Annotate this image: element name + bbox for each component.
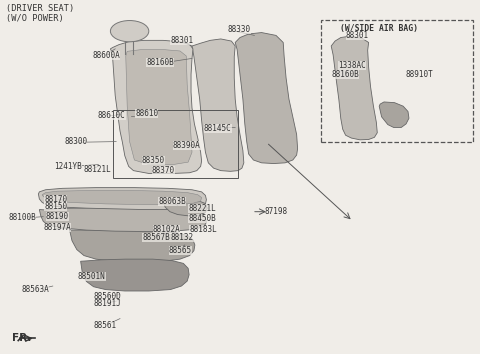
Bar: [113, 110, 238, 178]
Polygon shape: [39, 208, 206, 232]
Text: 88567B: 88567B: [142, 233, 170, 242]
Polygon shape: [70, 230, 195, 262]
Text: 88063B: 88063B: [158, 196, 186, 206]
Text: 88150: 88150: [44, 202, 67, 211]
Text: 87198: 87198: [265, 207, 288, 216]
Text: 88610: 88610: [135, 109, 158, 119]
Text: 88132: 88132: [170, 233, 193, 242]
Bar: [321, 20, 473, 142]
Text: 88160B: 88160B: [146, 58, 174, 67]
Text: 88300: 88300: [64, 137, 87, 146]
Text: 88600A: 88600A: [92, 51, 120, 60]
Polygon shape: [81, 259, 189, 291]
Text: 88100B: 88100B: [9, 213, 36, 222]
Text: 88370: 88370: [152, 166, 175, 175]
Text: 88121L: 88121L: [84, 165, 111, 175]
Text: 88390A: 88390A: [173, 141, 201, 150]
Text: 88145C: 88145C: [204, 124, 232, 133]
Text: 88450B: 88450B: [188, 213, 216, 223]
Text: 88563A: 88563A: [21, 285, 49, 295]
Polygon shape: [110, 40, 202, 173]
Text: 88301: 88301: [346, 31, 369, 40]
Text: 1338AC: 1338AC: [338, 61, 366, 70]
Polygon shape: [379, 102, 409, 127]
Text: (W/O POWER): (W/O POWER): [6, 14, 63, 23]
Text: 1241YB: 1241YB: [54, 162, 82, 171]
Text: 88910T: 88910T: [405, 70, 433, 79]
Text: 88565: 88565: [169, 246, 192, 255]
Text: 88190: 88190: [46, 212, 69, 221]
Text: 88350: 88350: [142, 156, 165, 165]
Text: 88191J: 88191J: [93, 299, 121, 308]
Polygon shape: [126, 50, 192, 165]
Text: (DRIVER SEAT): (DRIVER SEAT): [6, 4, 74, 12]
Polygon shape: [235, 33, 298, 164]
Polygon shape: [331, 36, 377, 140]
Polygon shape: [163, 200, 207, 216]
Polygon shape: [42, 190, 202, 205]
Text: 88561: 88561: [93, 321, 116, 330]
Text: 88221L: 88221L: [188, 204, 216, 213]
Polygon shape: [38, 188, 206, 210]
Text: 88183L: 88183L: [189, 225, 217, 234]
Text: 88330: 88330: [228, 25, 251, 34]
Ellipse shape: [110, 21, 149, 42]
Text: FR.: FR.: [12, 333, 31, 343]
Text: 88610C: 88610C: [98, 110, 126, 120]
Text: (W/SIDE AIR BAG): (W/SIDE AIR BAG): [340, 24, 418, 33]
Polygon shape: [192, 39, 244, 171]
Text: 88197A: 88197A: [43, 223, 71, 233]
Text: 88160B: 88160B: [331, 70, 359, 79]
Text: 88560D: 88560D: [93, 292, 121, 301]
Text: 88501N: 88501N: [78, 272, 106, 281]
Text: 88102A: 88102A: [153, 224, 180, 234]
Text: 88301: 88301: [170, 36, 193, 45]
Text: 88170: 88170: [44, 195, 67, 204]
